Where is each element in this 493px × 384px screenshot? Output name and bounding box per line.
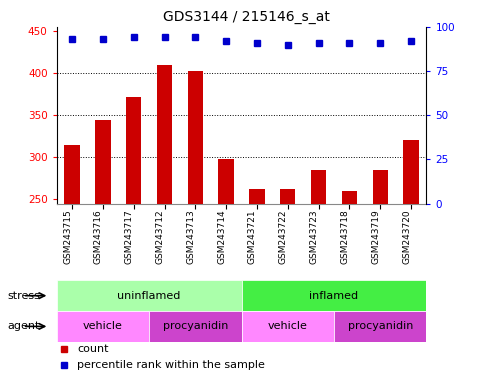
Bar [311, 170, 326, 204]
Text: percentile rank within the sample: percentile rank within the sample [77, 360, 265, 370]
Text: GSM243721: GSM243721 [248, 210, 257, 264]
Text: GSM243722: GSM243722 [279, 210, 288, 264]
Bar [188, 71, 203, 204]
Bar [126, 97, 141, 204]
Bar [57, 280, 242, 311]
Text: GSM243718: GSM243718 [340, 210, 350, 265]
Text: GSM243715: GSM243715 [63, 210, 72, 265]
Bar [218, 159, 234, 204]
Text: count: count [77, 344, 108, 354]
Text: vehicle: vehicle [268, 321, 308, 331]
Bar [249, 189, 265, 204]
Bar [403, 140, 419, 204]
Text: GSM243714: GSM243714 [217, 210, 226, 264]
Text: GSM243717: GSM243717 [125, 210, 134, 265]
Bar [57, 311, 149, 342]
Bar [342, 191, 357, 204]
Bar [242, 311, 334, 342]
Text: GSM243716: GSM243716 [94, 210, 103, 265]
Bar [334, 311, 426, 342]
Text: GDS3144 / 215146_s_at: GDS3144 / 215146_s_at [163, 10, 330, 23]
Text: GSM243723: GSM243723 [310, 210, 318, 264]
Text: inflamed: inflamed [310, 291, 358, 301]
Bar [280, 189, 295, 204]
Text: agent: agent [7, 321, 40, 331]
Text: procyanidin: procyanidin [348, 321, 413, 331]
Text: stress: stress [7, 291, 40, 301]
Bar [95, 120, 110, 204]
Bar [242, 280, 426, 311]
Bar [65, 145, 80, 204]
Text: procyanidin: procyanidin [163, 321, 228, 331]
Bar [373, 170, 388, 204]
Text: GSM243720: GSM243720 [402, 210, 411, 264]
Text: GSM243719: GSM243719 [371, 210, 380, 265]
Text: GSM243713: GSM243713 [186, 210, 195, 265]
Bar [149, 311, 242, 342]
Text: uninflamed: uninflamed [117, 291, 181, 301]
Text: vehicle: vehicle [83, 321, 123, 331]
Bar [157, 65, 172, 204]
Text: GSM243712: GSM243712 [155, 210, 165, 264]
